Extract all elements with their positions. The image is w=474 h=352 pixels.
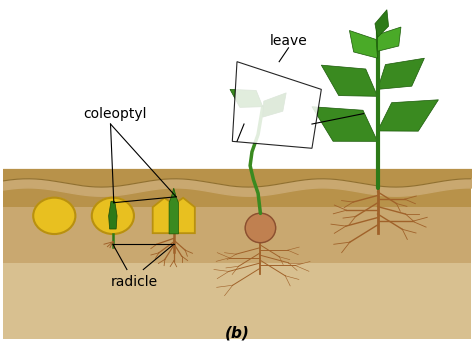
Polygon shape	[377, 27, 401, 51]
Text: coleoptyl: coleoptyl	[83, 107, 147, 121]
Polygon shape	[375, 10, 389, 37]
Polygon shape	[175, 198, 195, 233]
Polygon shape	[232, 62, 321, 148]
Ellipse shape	[92, 198, 134, 234]
Polygon shape	[312, 107, 377, 142]
Text: leave: leave	[270, 34, 308, 48]
Polygon shape	[263, 93, 286, 117]
Ellipse shape	[33, 198, 75, 234]
Polygon shape	[321, 65, 377, 96]
Polygon shape	[349, 31, 377, 58]
Bar	[3, 183, 471, 339]
Bar	[3, 183, 471, 207]
Polygon shape	[109, 201, 117, 229]
Polygon shape	[377, 58, 424, 89]
Bar	[3, 193, 471, 263]
Ellipse shape	[245, 213, 276, 243]
Polygon shape	[153, 198, 173, 233]
Text: radicle: radicle	[110, 275, 157, 289]
Polygon shape	[230, 89, 263, 107]
Polygon shape	[377, 100, 438, 131]
Polygon shape	[169, 188, 178, 234]
Text: (b): (b)	[225, 325, 249, 340]
